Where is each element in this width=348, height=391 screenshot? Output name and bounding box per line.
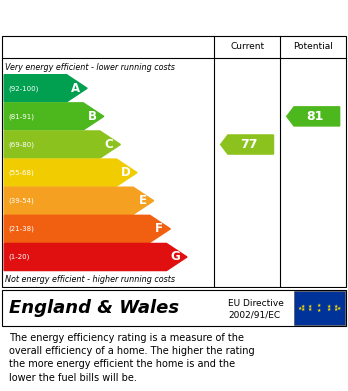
- Text: ★: ★: [301, 305, 305, 309]
- Bar: [294, 291, 345, 325]
- Text: ★: ★: [334, 307, 338, 312]
- Text: (55-68): (55-68): [8, 169, 34, 176]
- Polygon shape: [4, 75, 87, 102]
- Text: ★: ★: [308, 307, 312, 312]
- Text: ★: ★: [317, 303, 322, 308]
- Text: B: B: [88, 110, 97, 123]
- Polygon shape: [4, 244, 187, 271]
- Text: ★: ★: [298, 305, 302, 310]
- Text: Energy Efficiency Rating: Energy Efficiency Rating: [9, 10, 219, 25]
- Text: 2002/91/EC: 2002/91/EC: [228, 311, 280, 320]
- Text: (39-54): (39-54): [8, 197, 34, 204]
- Text: (92-100): (92-100): [8, 85, 39, 91]
- Text: Not energy efficient - higher running costs: Not energy efficient - higher running co…: [5, 274, 175, 283]
- Text: ★: ★: [334, 305, 338, 309]
- Text: ★: ★: [327, 307, 331, 312]
- Text: E: E: [139, 194, 147, 207]
- Polygon shape: [4, 159, 137, 186]
- Text: ★: ★: [301, 307, 305, 312]
- Text: ★: ★: [317, 308, 322, 313]
- Text: F: F: [155, 222, 163, 235]
- Text: (1-20): (1-20): [8, 254, 30, 260]
- Text: (81-91): (81-91): [8, 113, 34, 120]
- Text: A: A: [71, 82, 80, 95]
- Polygon shape: [287, 107, 340, 126]
- Polygon shape: [4, 103, 104, 130]
- Polygon shape: [4, 215, 171, 242]
- Polygon shape: [4, 187, 154, 214]
- Text: ★: ★: [327, 303, 331, 308]
- Text: England & Wales: England & Wales: [9, 299, 179, 317]
- Text: EU Directive: EU Directive: [228, 299, 284, 308]
- Text: ★: ★: [308, 303, 312, 308]
- Text: 77: 77: [240, 138, 257, 151]
- Text: ★: ★: [336, 305, 341, 310]
- Text: D: D: [121, 166, 130, 179]
- Text: The energy efficiency rating is a measure of the
overall efficiency of a home. T: The energy efficiency rating is a measur…: [9, 333, 254, 383]
- Text: (69-80): (69-80): [8, 141, 34, 148]
- Text: Current: Current: [230, 42, 264, 51]
- Text: C: C: [105, 138, 113, 151]
- Polygon shape: [221, 135, 274, 154]
- Text: G: G: [171, 251, 181, 264]
- Text: Potential: Potential: [293, 42, 333, 51]
- Text: (21-38): (21-38): [8, 226, 34, 232]
- Text: 81: 81: [306, 110, 323, 123]
- Polygon shape: [4, 131, 120, 158]
- Text: Very energy efficient - lower running costs: Very energy efficient - lower running co…: [5, 63, 175, 72]
